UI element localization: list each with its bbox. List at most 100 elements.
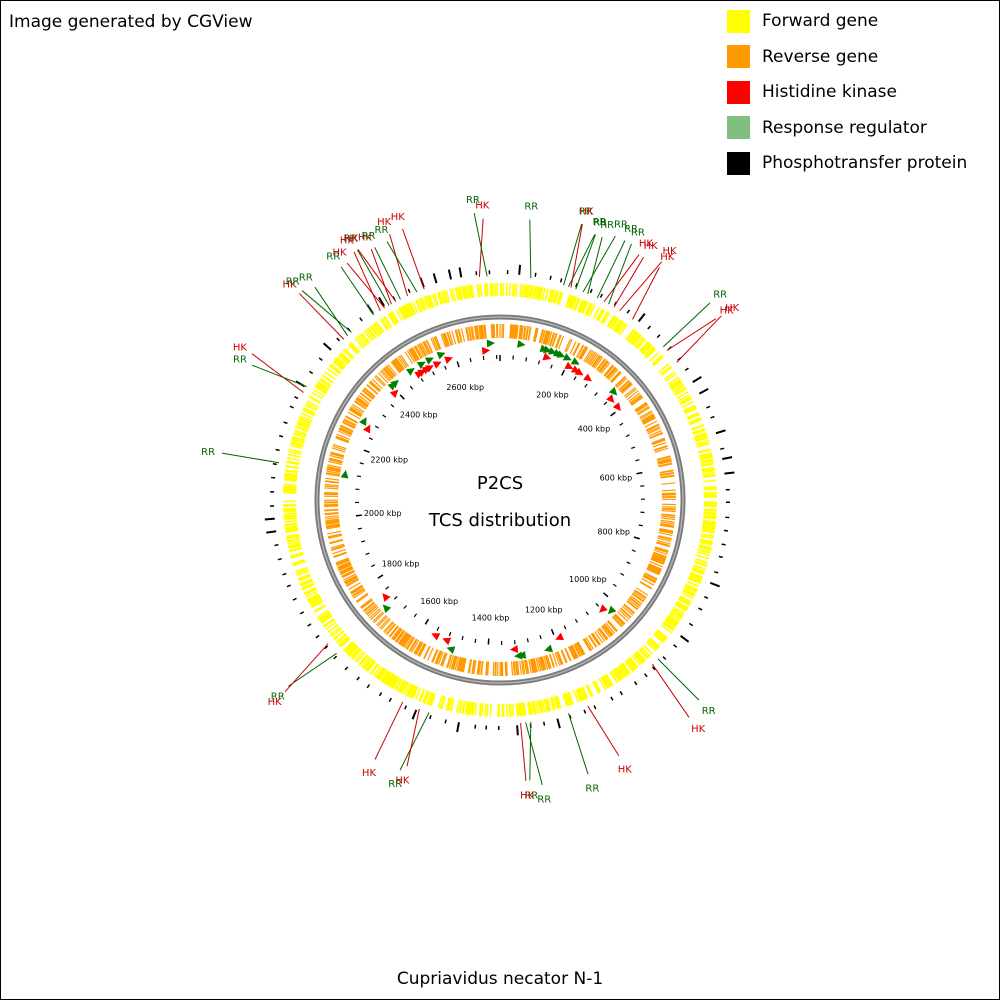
forward-gene <box>285 464 299 469</box>
reverse-gene <box>616 377 628 389</box>
reverse-gene <box>328 460 343 466</box>
rr-label: RR <box>201 447 215 458</box>
reverse-gene <box>639 581 653 590</box>
forward-gene <box>686 412 700 420</box>
forward-gene <box>592 681 600 694</box>
reverse-gene <box>651 438 666 445</box>
rr-marker <box>382 604 392 614</box>
forward-gene <box>316 383 329 392</box>
forward-gene <box>283 489 297 493</box>
reverse-gene <box>422 341 430 355</box>
forward-gene <box>688 576 702 584</box>
forward-gene <box>351 649 362 660</box>
reverse-gene <box>459 657 464 672</box>
forward-gene <box>423 690 430 704</box>
forward-gene <box>363 658 373 670</box>
forward-gene <box>350 648 362 659</box>
reverse-gene <box>660 475 675 479</box>
forward-gene <box>703 509 717 512</box>
reverse-gene <box>597 628 608 641</box>
forward-gene <box>335 633 347 643</box>
reverse-gene <box>385 365 396 377</box>
outer-tick <box>344 666 349 671</box>
reverse-gene <box>520 325 524 340</box>
reverse-gene <box>660 474 675 478</box>
forward-gene <box>297 420 311 427</box>
outer-tick <box>706 405 711 409</box>
forward-gene <box>687 577 701 585</box>
reverse-gene <box>377 372 389 384</box>
reverse-gene <box>343 418 357 426</box>
reverse-gene <box>466 327 470 342</box>
reverse-gene <box>660 523 675 528</box>
reverse-gene <box>644 572 658 580</box>
rr-label: RR <box>713 289 727 300</box>
forward-gene <box>458 700 463 714</box>
forward-gene <box>585 684 593 698</box>
forward-gene <box>459 286 464 300</box>
rr-marker <box>544 644 554 653</box>
forward-gene <box>700 462 714 466</box>
reverse-gene <box>329 538 344 544</box>
reverse-gene <box>660 472 675 477</box>
hk-leader-line <box>613 256 644 308</box>
reverse-gene <box>360 598 373 609</box>
forward-gene <box>520 702 524 716</box>
forward-gene <box>519 283 523 298</box>
reverse-gene <box>642 415 656 424</box>
forward-gene <box>309 597 322 605</box>
forward-gene <box>307 593 320 602</box>
hk-marker <box>555 632 565 641</box>
reverse-gene <box>628 597 641 607</box>
forward-gene <box>345 643 356 654</box>
forward-gene <box>293 432 307 439</box>
forward-gene <box>698 546 712 552</box>
forward-gene <box>702 469 716 474</box>
forward-gene <box>323 618 336 628</box>
reverse-gene <box>630 595 643 605</box>
reverse-gene <box>580 347 589 360</box>
reverse-gene <box>477 660 481 675</box>
reverse-gene <box>325 477 340 481</box>
forward-gene <box>471 702 475 716</box>
forward-gene <box>470 284 474 298</box>
forward-gene <box>701 468 715 472</box>
forward-gene <box>297 573 311 580</box>
reverse-gene <box>659 524 674 529</box>
forward-gene <box>606 314 615 327</box>
reverse-gene <box>371 378 383 390</box>
forward-gene <box>703 486 717 489</box>
forward-gene <box>548 289 554 303</box>
forward-gene <box>700 538 714 543</box>
forward-gene <box>628 657 638 669</box>
forward-gene <box>683 588 696 596</box>
reverse-gene <box>372 611 384 623</box>
forward-gene <box>645 347 656 358</box>
forward-gene <box>634 651 645 663</box>
outer-tick <box>684 367 689 372</box>
reverse-gene <box>327 464 342 469</box>
forward-gene <box>581 686 589 699</box>
ruler-major-tick <box>355 514 362 517</box>
reverse-gene <box>379 617 390 629</box>
rr-leader-line <box>357 249 390 306</box>
forward-gene <box>696 442 710 448</box>
forward-gene <box>511 283 515 297</box>
reverse-gene <box>641 414 655 423</box>
forward-gene <box>648 351 660 362</box>
reverse-gene <box>545 655 551 669</box>
reverse-gene <box>522 325 526 340</box>
rr-marker <box>424 357 434 365</box>
reverse-gene <box>458 328 463 343</box>
forward-gene <box>320 614 333 624</box>
forward-gene <box>401 681 410 695</box>
outer-tick <box>626 309 631 314</box>
reverse-gene <box>608 369 619 381</box>
outer-tick <box>264 517 275 521</box>
rr-label: RR <box>388 779 402 790</box>
forward-gene <box>445 289 451 303</box>
forward-gene <box>535 700 540 714</box>
reverse-gene <box>351 587 365 597</box>
reverse-gene <box>529 659 534 673</box>
rr-marker <box>340 469 349 479</box>
